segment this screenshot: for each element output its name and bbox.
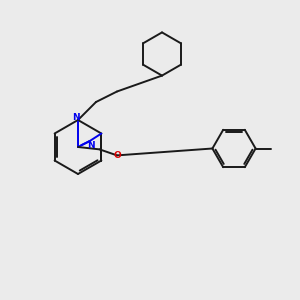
Text: N: N <box>72 113 80 122</box>
Text: N: N <box>87 141 94 150</box>
Text: O: O <box>113 151 121 160</box>
